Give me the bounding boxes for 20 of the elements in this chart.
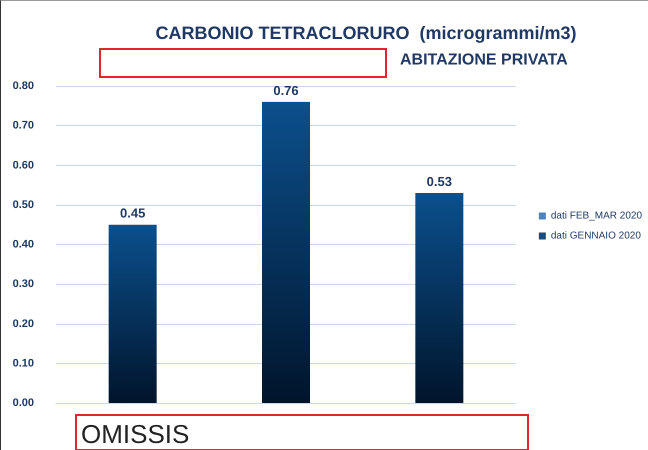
legend-label: dati GENNAIO 2020 [550, 230, 642, 242]
bar [262, 102, 310, 403]
chart-subtitle: ABITAZIONE PRIVATA [400, 52, 568, 68]
y-tick-label: 0.80 [12, 80, 34, 92]
legend-label: dati FEB_MAR 2020 [550, 210, 642, 222]
y-tick-label: 0.00 [12, 397, 34, 409]
data-label: 0.45 [120, 206, 146, 221]
y-tick-label: 0.10 [12, 357, 34, 370]
text: OMISSIS [75, 414, 529, 450]
bar [415, 192, 464, 403]
y-tick-label: 0.30 [12, 278, 34, 290]
y-tick-label: 0.50 [12, 198, 34, 211]
chart-title: CARBONIO TETRACLORURO (microgrammi/m3) [155, 23, 577, 43]
y-tick-label: 0.60 [12, 159, 34, 172]
data-label: 0.53 [426, 174, 452, 189]
y-tick-label: 0.70 [12, 120, 34, 132]
bar [108, 224, 157, 403]
y-tick-label: 0.20 [12, 318, 34, 330]
data-label: 0.76 [273, 82, 299, 98]
y-tick-label: 0.40 [12, 238, 34, 250]
